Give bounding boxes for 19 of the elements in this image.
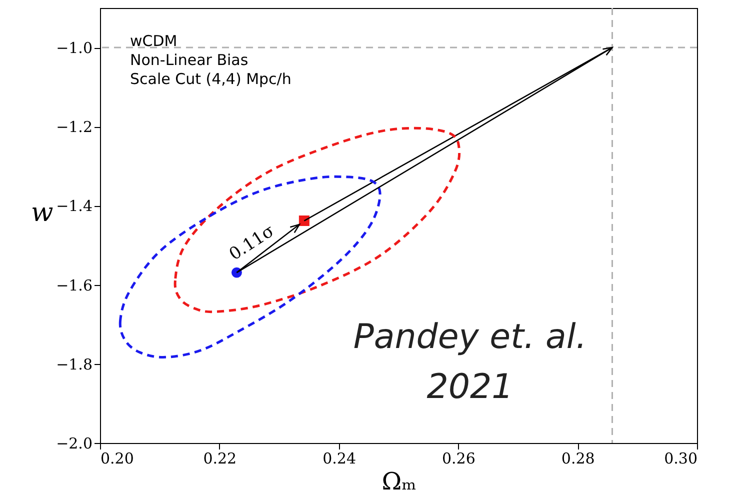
- annotation: Scale Cut (4,4) Mpc/h: [130, 70, 292, 88]
- y-tick-label: −1.2: [56, 118, 92, 136]
- x-tick-label: 0.22: [203, 450, 237, 468]
- x-tick-label: 0.26: [442, 450, 476, 468]
- x-tick-label: 0.20: [100, 450, 134, 468]
- annotation: wCDM: [130, 32, 178, 50]
- y-tick-label: −2.0: [56, 434, 92, 452]
- y-tick-label: −1.0: [56, 39, 92, 58]
- x-tick-label: 0.30: [664, 450, 698, 468]
- annotation: Non-Linear Bias: [130, 51, 248, 69]
- annotation: 2021: [426, 367, 514, 407]
- x-tick-label: 0.28: [561, 450, 595, 468]
- y-axis-title: w: [30, 198, 54, 228]
- y-tick-label: −1.8: [56, 355, 92, 374]
- x-tick-label: 0.24: [322, 450, 356, 468]
- x-axis-title: Ωₘ: [382, 468, 416, 496]
- y-tick-label: −1.6: [56, 276, 92, 294]
- annotation: Pandey et. al.: [353, 317, 587, 357]
- y-tick-label: −1.4: [56, 197, 92, 216]
